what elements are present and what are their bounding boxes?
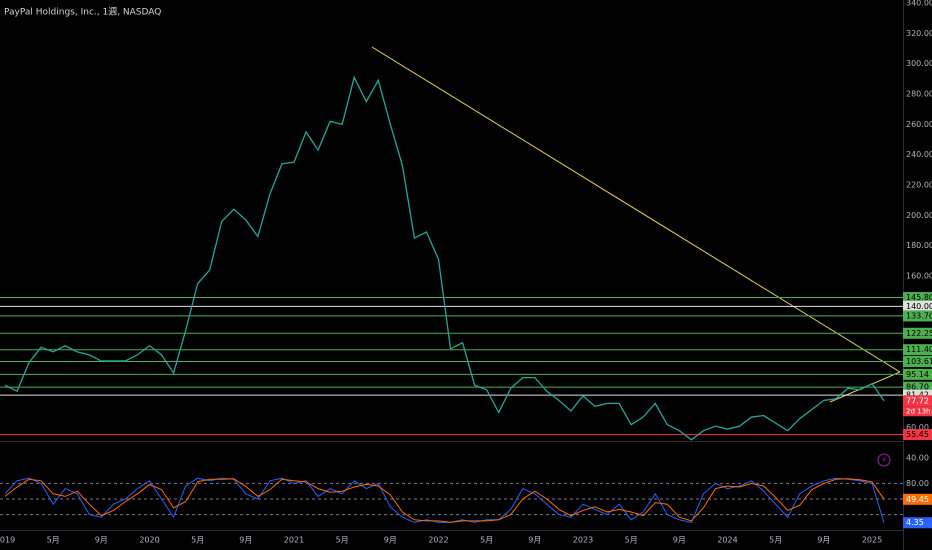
time-tick-label: 2022 [428, 536, 448, 545]
time-tick-label: 2025 [862, 536, 882, 545]
osc-last-label: 4.35 [906, 518, 924, 527]
time-tick-label: 9月 [817, 536, 830, 545]
time-tick-label: 5月 [769, 536, 782, 545]
level-label-box [903, 429, 932, 441]
price-tick-label: 300.00 [906, 59, 932, 68]
level-label-box [903, 310, 932, 322]
level-label: 103.61 [906, 357, 932, 366]
time-tick-label: 2021 [284, 536, 304, 545]
price-tick-label: 160.00 [906, 272, 932, 281]
time-tick-label: 5月 [480, 536, 493, 545]
price-tick-label: 200.00 [906, 211, 932, 220]
level-label: 55.45 [906, 430, 929, 439]
level-label-box [903, 300, 932, 312]
osc-tick-label: 80.00 [906, 479, 929, 488]
level-label-box [903, 381, 932, 393]
price-tick-label: 280.00 [906, 90, 932, 99]
price-tick-label: 320.00 [906, 29, 932, 38]
price-line [4, 75, 885, 441]
last-price-label: 77.72 [906, 396, 929, 405]
price-tick-label: 340.00 [906, 0, 932, 8]
level-label-box [903, 292, 932, 304]
countdown-label: 2d 13h [906, 407, 930, 415]
level-label: 140.00 [906, 302, 932, 311]
countdown-box [903, 406, 932, 417]
price-tick-label: 240.00 [906, 150, 932, 159]
price-tick-label: 60.00 [906, 423, 929, 432]
osc-last-box [903, 517, 932, 529]
price-tick-label: 40.00 [906, 454, 929, 463]
level-label-box [903, 368, 932, 380]
level-label: 95.14 [906, 370, 929, 379]
time-tick-label: 5月 [47, 536, 60, 545]
last-price-box [903, 395, 932, 407]
osc-line [4, 478, 885, 523]
time-tick-label: 5月 [191, 536, 204, 545]
level-label-box [903, 389, 932, 401]
trendline [371, 46, 901, 373]
time-tick-label: 2023 [573, 536, 593, 545]
level-label: 111.40 [906, 345, 932, 354]
time-tick-label: 9月 [384, 536, 397, 545]
time-tick-label: 9月 [673, 536, 686, 545]
time-tick-label: 2019 [0, 536, 15, 545]
level-label-box [903, 344, 932, 356]
price-tick-label: 220.00 [906, 181, 932, 190]
level-label: 81.42 [906, 391, 929, 400]
time-tick-label: 2020 [139, 536, 159, 545]
time-tick-label: 9月 [95, 536, 108, 545]
level-label: 133.70 [906, 311, 932, 320]
event-icon[interactable] [877, 453, 891, 467]
time-tick-label: 9月 [239, 536, 252, 545]
symbol-title: PayPal Holdings, Inc., 1週, NASDAQ [4, 7, 161, 18]
osc-last-box [903, 493, 932, 505]
level-label: 145.80 [906, 293, 932, 302]
level-label-box [903, 327, 932, 339]
price-tick-label: 180.00 [906, 241, 932, 250]
osc-last-label: 49.45 [906, 495, 929, 504]
level-label: 122.25 [906, 329, 932, 338]
level-label: 86.70 [906, 383, 929, 392]
time-tick-label: 5月 [336, 536, 349, 545]
time-tick-label: 5月 [625, 536, 638, 545]
price-tick-label: 260.00 [906, 120, 932, 129]
event-icon-glyph: ⚡ [881, 456, 887, 465]
time-tick-label: 2024 [717, 536, 737, 545]
level-label-box [903, 356, 932, 368]
time-tick-label: 9月 [528, 536, 541, 545]
